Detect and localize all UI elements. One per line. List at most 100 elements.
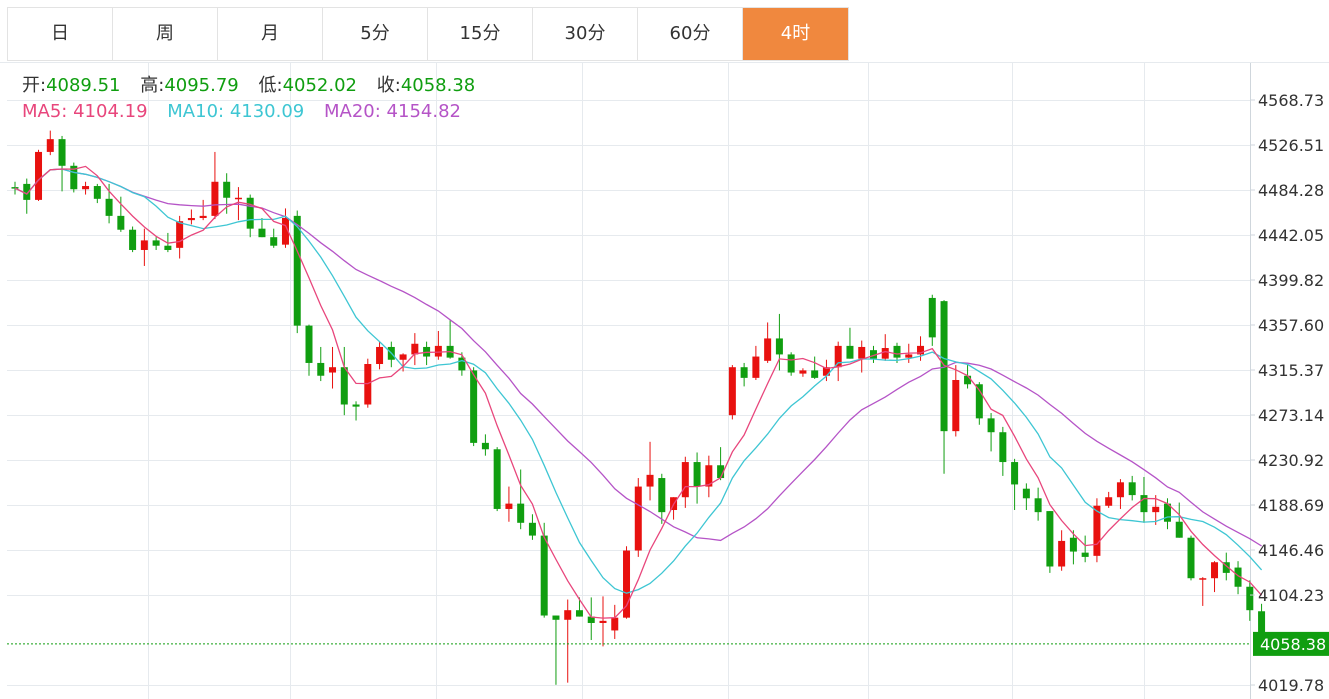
tab-month[interactable]: 月 bbox=[218, 8, 323, 60]
y-tick-label: 4526.51 bbox=[1258, 136, 1324, 155]
candle-body bbox=[1034, 498, 1042, 513]
candle-body bbox=[764, 338, 772, 361]
candle-body bbox=[223, 181, 231, 198]
candle-body bbox=[834, 345, 842, 368]
candle-body bbox=[82, 186, 90, 190]
tab-5min[interactable]: 5分 bbox=[323, 8, 428, 60]
close-value: 4058.38 bbox=[400, 75, 476, 96]
ma20-line bbox=[14, 168, 1262, 547]
candle-body bbox=[434, 345, 442, 357]
candle-body bbox=[575, 610, 583, 617]
candle-body bbox=[505, 503, 513, 509]
candle-body bbox=[1011, 462, 1019, 485]
candle-body bbox=[129, 229, 137, 250]
candle-body bbox=[611, 617, 619, 631]
candle-body bbox=[528, 522, 536, 536]
candle-body bbox=[740, 367, 748, 378]
ma5-value: 4104.19 bbox=[73, 101, 148, 122]
candle-body bbox=[1175, 521, 1183, 538]
y-tick-label: 4230.92 bbox=[1258, 451, 1324, 470]
candle-body bbox=[1258, 611, 1266, 645]
timeframe-tabs: 日 周 月 5分 15分 30分 60分 4时 bbox=[7, 7, 849, 61]
candle-body bbox=[35, 151, 43, 200]
ma5-label: MA5: bbox=[22, 101, 68, 122]
high-value: 4095.79 bbox=[164, 75, 239, 96]
candle-body bbox=[552, 615, 560, 620]
candle-body bbox=[599, 620, 607, 623]
candle-body bbox=[681, 462, 689, 498]
candle-body bbox=[799, 370, 807, 374]
y-tick-label: 4442.05 bbox=[1258, 226, 1324, 245]
candle-body bbox=[917, 345, 925, 355]
candle-body bbox=[1128, 482, 1136, 496]
candle-body bbox=[493, 449, 501, 509]
candle-body bbox=[564, 610, 572, 620]
candle-body bbox=[1105, 497, 1113, 506]
candle-body bbox=[964, 375, 972, 385]
candle-body bbox=[811, 370, 819, 378]
candle-body bbox=[787, 354, 795, 373]
close-label: 收: bbox=[376, 75, 401, 96]
candle-body bbox=[623, 550, 631, 618]
last-price-layer: 4058.38 bbox=[7, 631, 1329, 656]
y-tick-label: 4019.78 bbox=[1258, 676, 1324, 695]
candle-body bbox=[1081, 552, 1089, 557]
candle-body bbox=[46, 139, 54, 152]
tabs-divider bbox=[0, 62, 1329, 63]
candle-body bbox=[293, 215, 301, 326]
candle-body bbox=[1211, 562, 1219, 579]
ma-lines-layer bbox=[14, 165, 1263, 619]
tab-4hour[interactable]: 4时 bbox=[743, 8, 848, 60]
candle-body bbox=[869, 350, 877, 359]
candle-body bbox=[1199, 578, 1207, 580]
candle-body bbox=[634, 486, 642, 551]
candle-body bbox=[376, 346, 384, 365]
candle-body bbox=[822, 367, 830, 376]
candle-body bbox=[1222, 562, 1230, 573]
candle-body bbox=[281, 218, 289, 245]
open-info: 开:4089.51 bbox=[22, 75, 121, 96]
candle-body bbox=[928, 297, 936, 338]
ma5-line bbox=[14, 165, 1263, 619]
candle-body bbox=[705, 465, 713, 487]
candle-body bbox=[540, 535, 548, 616]
low-value: 4052.02 bbox=[282, 75, 358, 96]
low-info: 低:4052.02 bbox=[259, 75, 358, 96]
candle-body bbox=[717, 465, 725, 479]
candle-body bbox=[1187, 537, 1195, 579]
candle-body bbox=[1058, 540, 1066, 567]
tab-day[interactable]: 日 bbox=[8, 8, 113, 60]
candle-body bbox=[858, 346, 866, 359]
candle-body bbox=[1163, 503, 1171, 522]
tab-60min[interactable]: 60分 bbox=[638, 8, 743, 60]
candle-body bbox=[905, 354, 913, 358]
candle-body bbox=[1069, 537, 1077, 552]
y-tick-label: 4568.73 bbox=[1258, 91, 1324, 110]
candle-body bbox=[364, 364, 372, 405]
candle-body bbox=[646, 474, 654, 487]
candle-body bbox=[1022, 488, 1030, 499]
candle-body bbox=[211, 181, 219, 216]
candlestick-chart: 4568.73 4526.51 4484.28 4442.05 4399.82 4357.… bbox=[7, 63, 1329, 699]
candle-body bbox=[1116, 482, 1124, 498]
last-price-label: 4058.38 bbox=[1260, 635, 1326, 654]
candle-body bbox=[164, 245, 172, 250]
candle-body bbox=[881, 348, 889, 359]
tab-15min[interactable]: 15分 bbox=[428, 8, 533, 60]
candle-body bbox=[246, 197, 254, 229]
candle-body bbox=[775, 338, 783, 355]
candle-body bbox=[940, 301, 948, 432]
y-tick-label: 4315.37 bbox=[1258, 361, 1324, 380]
ma20-info: MA20: 4154.82 bbox=[324, 101, 461, 122]
candle-body bbox=[1093, 505, 1101, 556]
tab-week[interactable]: 周 bbox=[113, 8, 218, 60]
last-price-badge bbox=[1253, 631, 1329, 656]
candle-body bbox=[117, 215, 125, 230]
y-tick-label: 4399.82 bbox=[1258, 271, 1324, 290]
candle-body bbox=[752, 356, 760, 378]
candle-body bbox=[340, 367, 348, 405]
candle-body bbox=[1046, 511, 1054, 567]
y-tick-label: 4273.14 bbox=[1258, 406, 1324, 425]
candle-body bbox=[470, 370, 478, 443]
tab-30min[interactable]: 30分 bbox=[533, 8, 638, 60]
